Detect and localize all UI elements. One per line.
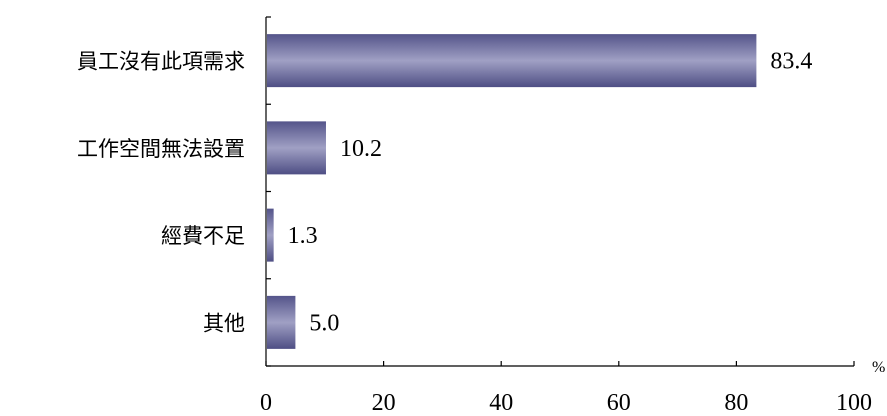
x-tick-label: 100: [836, 390, 872, 416]
x-tick-label: 40: [489, 390, 513, 416]
x-tick-label: 60: [607, 390, 631, 416]
bar: [267, 34, 757, 88]
value-label: 10.2: [340, 136, 382, 162]
category-label: 工作空間無法設置: [77, 137, 245, 161]
category-label: 經費不足: [161, 224, 245, 248]
x-axis-tick-labels: 0 20 40 60 80 100: [260, 390, 872, 416]
value-label: 1.3: [288, 223, 318, 249]
bars-group: [267, 34, 757, 349]
bar: [267, 121, 326, 175]
unit-label: %: [872, 359, 885, 376]
x-tick-label: 0: [260, 390, 272, 416]
bar: [267, 208, 274, 262]
value-labels: 83.4 10.2 1.3 5.0: [288, 49, 813, 337]
x-axis-ticks: [265, 361, 855, 366]
value-label: 83.4: [770, 49, 812, 75]
value-label: 5.0: [309, 310, 339, 336]
y-axis-ticks: [266, 16, 271, 367]
category-label: 其他: [203, 311, 245, 335]
bar: [267, 295, 296, 349]
category-label: 員工沒有此項需求: [77, 50, 245, 74]
x-tick-label: 20: [372, 390, 396, 416]
x-tick-label: 80: [724, 390, 748, 416]
